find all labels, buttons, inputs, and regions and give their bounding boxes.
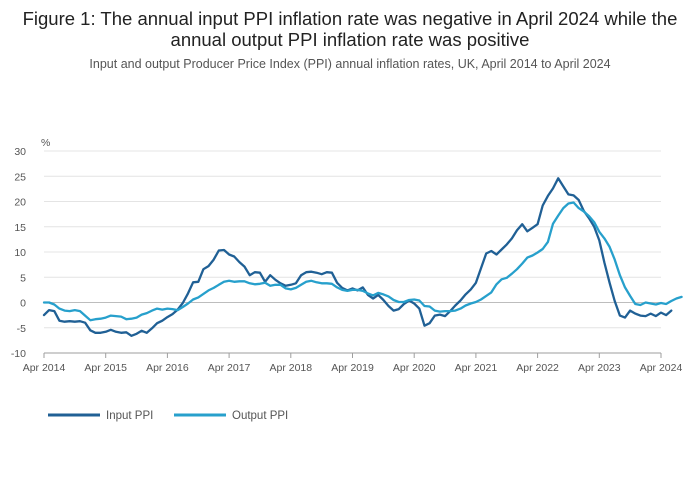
x-tick-label: Apr 2019	[331, 362, 374, 374]
x-tick-label: Apr 2023	[578, 362, 621, 374]
plot-area	[42, 177, 683, 337]
x-tick-label: Apr 2014	[23, 362, 66, 374]
x-tick-label: Apr 2016	[146, 362, 189, 374]
x-tick-label: Apr 2024	[640, 362, 683, 374]
x-tick-label: Apr 2018	[269, 362, 312, 374]
x-axis: Apr 2014 Apr 2015 Apr 2016 Apr 2017 Apr 2018…	[23, 352, 683, 374]
chart-subtitle: Input and output Producer Price Index (P…	[89, 57, 611, 71]
y-tick-label: -5	[17, 323, 26, 335]
y-axis-label: %	[41, 137, 50, 149]
x-tick-label: Apr 2017	[208, 362, 251, 374]
y-tick-label: 20	[14, 197, 26, 209]
y-tick-label: 10	[14, 247, 26, 259]
y-tick-label: 25	[14, 171, 26, 183]
series-line-output-ppi	[42, 201, 683, 322]
gridlines	[44, 150, 661, 329]
legend-label: Output PPI	[232, 410, 288, 422]
legend-label: Input PPI	[106, 410, 153, 422]
y-tick-label: 0	[20, 298, 26, 310]
x-tick-label: Apr 2015	[84, 362, 127, 374]
y-tick-label: 5	[20, 272, 26, 284]
y-tick-label: 15	[14, 222, 26, 234]
x-tick-label: Apr 2021	[455, 362, 498, 374]
chart-title: Figure 1: The annual input PPI inflation…	[22, 8, 678, 50]
legend: Input PPI Output PPI	[48, 410, 288, 422]
x-tick-label: Apr 2020	[393, 362, 436, 374]
y-tick-label: 30	[14, 146, 26, 158]
y-axis: -10 -5 0 5 10 15 20 25 30	[11, 146, 26, 360]
y-tick-label: -10	[11, 348, 26, 360]
x-tick-label: Apr 2022	[516, 362, 559, 374]
